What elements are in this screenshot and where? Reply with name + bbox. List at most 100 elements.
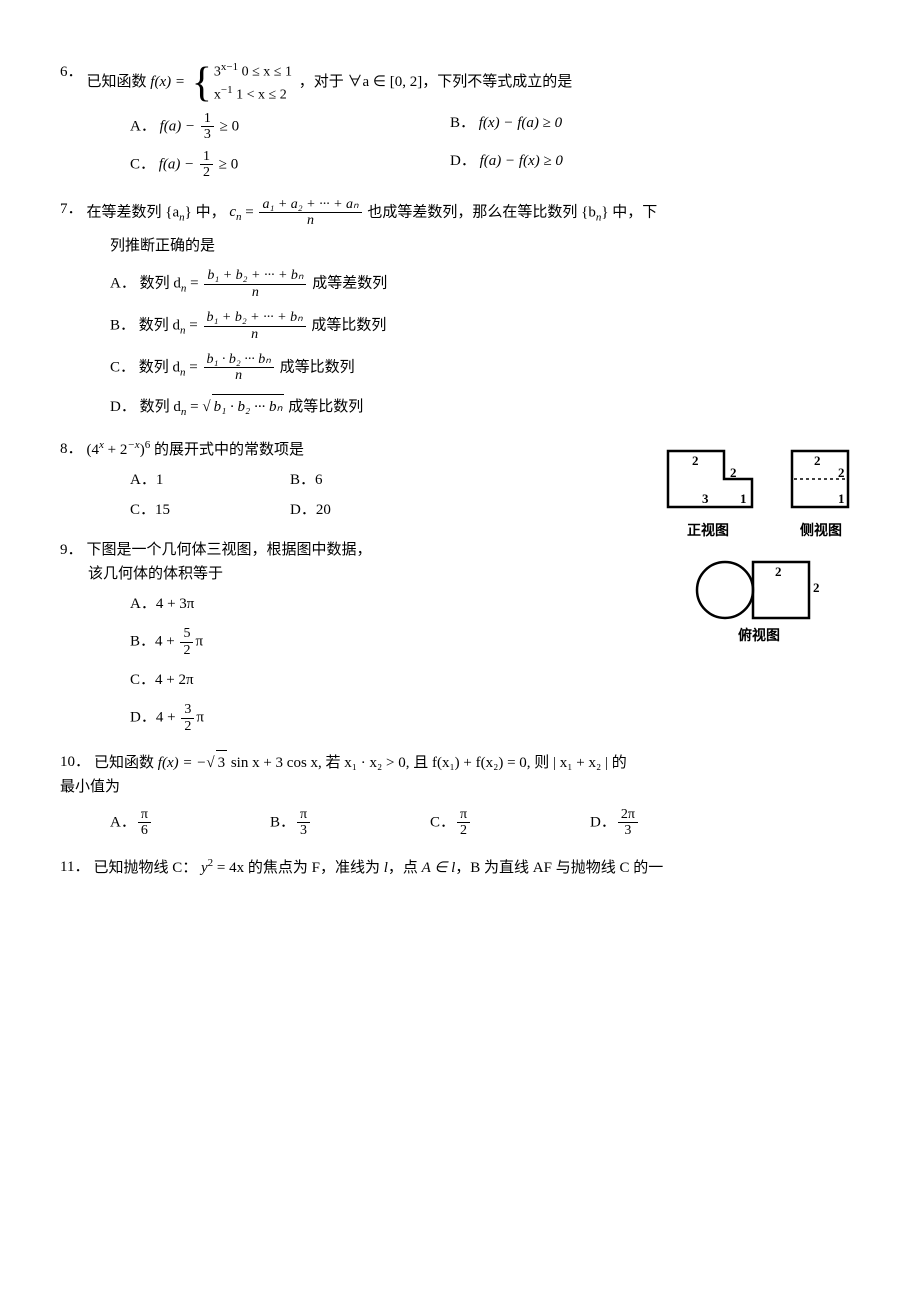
q6-a-p1: f(a) −: [160, 118, 199, 134]
q6-p2-cond: 1 < x ≤ 2: [233, 87, 287, 102]
q6-options: A． f(a) − 13 ≥ 0 B． f(x) − f(a) ≥ 0 C． f…: [60, 111, 860, 181]
q7-opt-b: B． 数列 dn = b₁ + b₂ + ··· + bₙn 成等比数列: [110, 310, 860, 342]
q8-c-l: C．: [130, 502, 155, 518]
q7-c-num: b₁ · b₂ ··· bₙ: [204, 352, 274, 368]
q10-b-n: π: [297, 807, 310, 823]
q9-b-p1: 4 +: [155, 634, 178, 650]
q7-c-den: n: [204, 368, 274, 383]
q7-options: A． 数列 dn = b₁ + b₂ + ··· + bₙn 成等差数列 B． …: [60, 268, 860, 421]
q10-c-n: π: [457, 807, 470, 823]
q7-opt-c: C． 数列 dn = b₁ · b₂ ··· bₙn 成等比数列: [110, 352, 860, 384]
q8-a-l: A．: [130, 472, 156, 488]
q6-opt-d: D． f(a) − f(x) ≥ 0: [450, 149, 770, 181]
q7-cn-c: c: [229, 204, 236, 220]
q10-number: 10．: [60, 750, 90, 774]
q7-d-p2: 成等比数列: [284, 399, 363, 415]
q6-p1-base: 3: [214, 65, 221, 80]
q10-sqrt3: 3: [216, 750, 228, 775]
q9-number: 9．: [60, 538, 83, 562]
q7-d-eq: =: [186, 399, 202, 415]
q11-t-c: ，点: [388, 860, 422, 876]
q7-number: 7．: [60, 197, 83, 221]
q10-d-d: 3: [618, 823, 638, 838]
q7-b-den: n: [204, 327, 306, 342]
front-dim-bot: 3: [702, 491, 709, 506]
q7-a-num: b₁ + b₂ + ··· + bₙ: [204, 268, 306, 284]
q9-d-frac: 32: [181, 702, 194, 734]
q6-opt-c: C． f(a) − 12 ≥ 0: [130, 149, 450, 181]
q11-number: 11．: [60, 855, 89, 879]
q7-cn-num: a₁ + a₂ + ··· + aₙ: [259, 197, 361, 213]
question-10: 10． 已知函数 f(x) = −3 sin x + 3 cos x, 若 x₁…: [60, 750, 860, 839]
q7-b-p1: 数列 d: [139, 318, 180, 334]
front-dim-right: 1: [740, 491, 747, 506]
q7-cn: cn: [229, 204, 241, 220]
q7-b-num: b₁ + b₂ + ··· + bₙ: [204, 310, 306, 326]
q6-p2-exp: −1: [221, 84, 233, 96]
side-dim-top: 2: [814, 453, 821, 468]
side-view-label: 侧视图: [782, 521, 860, 543]
q7-stem: 在等差数列 {an} 中， cn = a₁ + a₂ + ··· + aₙn 也…: [87, 197, 860, 229]
q9-opt-c: C．4 + 2π: [130, 668, 860, 692]
top-view: 2 2 俯视图: [689, 550, 829, 648]
q7-text-b: 也成等差数列，那么在等比数列 {b: [367, 204, 595, 220]
front-view-label: 正视图: [658, 521, 758, 543]
q8-opt-b: B．6: [290, 468, 450, 492]
q7-opt-d: D． 数列 dn = b₁ · b₂ ··· bₙ 成等比数列: [110, 394, 860, 422]
q9-b-num: 5: [180, 626, 193, 642]
q6-c-frac: 12: [200, 149, 213, 181]
q7-cn-eq: =: [242, 204, 258, 220]
front-view-svg: 2 2 1 3: [658, 441, 758, 519]
front-view: 2 2 1 3 正视图: [658, 441, 758, 543]
q8-d-l: D．: [290, 502, 316, 518]
q8-number: 8．: [60, 437, 83, 461]
q7-c-p2: 成等比数列: [276, 359, 355, 375]
q7-a-eq: =: [186, 276, 202, 292]
q6-stem: 已知函数 f(x) = { 3x−1 0 ≤ x ≤ 1 x−1 1 < x ≤…: [87, 60, 860, 105]
q9-a-l: A．: [130, 596, 156, 612]
q6-c-den: 2: [200, 165, 213, 180]
top-dim-right: 2: [813, 580, 820, 595]
three-view-figure: 2 2 1 3 正视图 2 2 1 侧视图: [658, 441, 860, 648]
q7-a-p1: 数列 d: [140, 276, 181, 292]
q7-b-eq: =: [186, 318, 202, 334]
q7-b-p2: 成等比数列: [308, 318, 387, 334]
q9-b-den: 2: [180, 643, 193, 658]
side-view: 2 2 1 侧视图: [782, 441, 860, 543]
q8-t-b: + 2: [104, 442, 127, 458]
q6-p1-exp: x−1: [221, 61, 238, 73]
question-6: 6． 已知函数 f(x) = { 3x−1 0 ≤ x ≤ 1 x−1 1 < …: [60, 60, 860, 181]
side-view-svg: 2 2 1: [782, 441, 860, 519]
q6-a-num: 1: [201, 111, 214, 127]
q10-opt-d: D．2π3: [590, 807, 750, 839]
q8-opt-c: C．15: [130, 498, 290, 522]
q6-p2-base: x: [214, 87, 221, 102]
q8-stem: (4x + 2−x)6 的展开式中的常数项是: [87, 437, 646, 462]
q6-text-a: 已知函数: [87, 74, 147, 90]
q9-d-l: D．: [130, 709, 156, 725]
question-7: 7． 在等差数列 {an} 中， cn = a₁ + a₂ + ··· + aₙ…: [60, 197, 860, 422]
front-dim-top: 2: [692, 453, 699, 468]
q9-d-p1: 4 +: [156, 709, 179, 725]
q10-b-frac: π3: [297, 807, 310, 839]
q10-a-frac: π6: [138, 807, 151, 839]
q10-b-l: B．: [270, 814, 295, 830]
q10-f2: sin x + 3 cos x, 若 x₁ · x₂ > 0, 且 f(x₁) …: [227, 755, 627, 771]
q9-t-a: 下图是一个几何体三视图，根据图中数据，: [87, 542, 372, 558]
q6-number: 6．: [60, 60, 83, 84]
front-dim-mid: 2: [730, 465, 737, 480]
q6-p1-cond: 0 ≤ x ≤ 1: [238, 65, 292, 80]
q9-stem: 下图是一个几何体三视图，根据图中数据，: [87, 538, 646, 562]
q6-c-num: 1: [200, 149, 213, 165]
q10-d-frac: 2π3: [618, 807, 638, 839]
q6-a-p2: ≥ 0: [216, 118, 239, 134]
q7-c-p1: 数列 d: [139, 359, 180, 375]
q8-b-l: B．: [290, 472, 315, 488]
q10-opt-c: C．π2: [430, 807, 590, 839]
q6-a-frac: 13: [201, 111, 214, 143]
q8-c-t: 15: [155, 502, 170, 518]
q10-sqrt-icon: [206, 755, 214, 771]
q10-b-d: 3: [297, 823, 310, 838]
q10-c-frac: π2: [457, 807, 470, 839]
q7-text-b2: } 中，下: [601, 204, 657, 220]
